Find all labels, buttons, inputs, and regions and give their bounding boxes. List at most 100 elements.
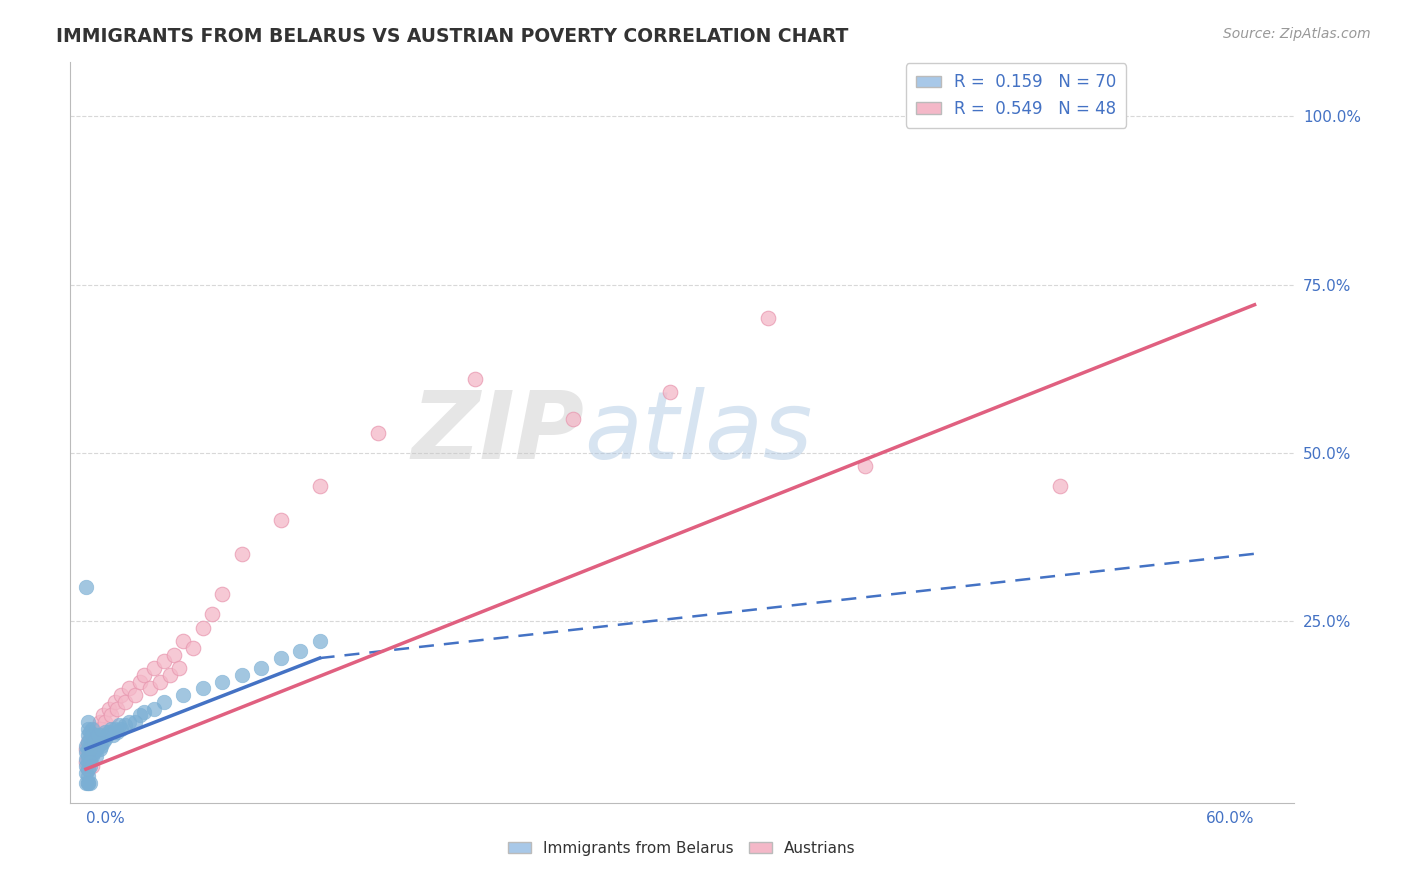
Point bbox=[114, 695, 136, 709]
Point bbox=[143, 661, 166, 675]
Point bbox=[76, 742, 98, 756]
Point bbox=[76, 775, 98, 789]
Point bbox=[308, 479, 330, 493]
Point bbox=[124, 714, 146, 729]
Point bbox=[129, 708, 152, 723]
Point bbox=[90, 722, 112, 736]
Point bbox=[76, 762, 98, 776]
Point bbox=[367, 425, 389, 440]
Point bbox=[79, 745, 101, 759]
Legend: Immigrants from Belarus, Austrians: Immigrants from Belarus, Austrians bbox=[502, 835, 862, 862]
Point bbox=[89, 735, 111, 749]
Point bbox=[231, 547, 253, 561]
Point bbox=[76, 722, 98, 736]
Point bbox=[124, 688, 146, 702]
Point bbox=[98, 725, 121, 739]
Point bbox=[169, 661, 191, 675]
Point bbox=[79, 731, 101, 746]
Point bbox=[464, 372, 486, 386]
Point bbox=[84, 729, 107, 743]
Point bbox=[191, 681, 214, 696]
Point bbox=[114, 718, 136, 732]
Point bbox=[110, 722, 132, 736]
Point bbox=[162, 648, 184, 662]
Point bbox=[201, 607, 224, 622]
Point bbox=[181, 640, 204, 655]
Point bbox=[100, 722, 122, 736]
Point bbox=[79, 752, 101, 766]
Point bbox=[172, 688, 194, 702]
Point bbox=[270, 651, 292, 665]
Point bbox=[79, 775, 101, 789]
Point bbox=[288, 644, 311, 658]
Point bbox=[75, 775, 97, 789]
Point bbox=[93, 735, 115, 749]
Point bbox=[75, 756, 97, 770]
Point bbox=[76, 735, 98, 749]
Point bbox=[76, 729, 98, 743]
Point bbox=[75, 752, 97, 766]
Point bbox=[76, 762, 98, 776]
Point bbox=[104, 722, 127, 736]
Point bbox=[75, 765, 97, 780]
Point bbox=[100, 708, 122, 723]
Point bbox=[75, 758, 97, 772]
Point bbox=[96, 729, 118, 743]
Point bbox=[98, 701, 121, 715]
Point bbox=[75, 742, 97, 756]
Point bbox=[108, 718, 131, 732]
Point bbox=[853, 459, 876, 474]
Text: 0.0%: 0.0% bbox=[86, 811, 125, 826]
Point bbox=[270, 513, 292, 527]
Point bbox=[80, 742, 103, 756]
Point bbox=[89, 729, 111, 743]
Point bbox=[79, 756, 101, 770]
Point bbox=[76, 775, 98, 789]
Point bbox=[94, 731, 117, 746]
Point bbox=[756, 311, 779, 326]
Point bbox=[83, 731, 105, 746]
Point bbox=[90, 739, 112, 753]
Point bbox=[90, 731, 112, 746]
Point bbox=[80, 729, 103, 743]
Point bbox=[84, 735, 107, 749]
Point bbox=[250, 661, 273, 675]
Point bbox=[76, 714, 98, 729]
Point bbox=[93, 708, 115, 723]
Point bbox=[80, 748, 103, 763]
Point bbox=[84, 742, 107, 756]
Point bbox=[79, 739, 101, 753]
Point bbox=[129, 674, 152, 689]
Point bbox=[159, 668, 181, 682]
Point bbox=[76, 756, 98, 770]
Point bbox=[79, 742, 101, 756]
Point bbox=[231, 668, 253, 682]
Point bbox=[80, 722, 103, 736]
Point bbox=[83, 745, 105, 759]
Text: 60.0%: 60.0% bbox=[1206, 811, 1254, 826]
Point bbox=[152, 695, 174, 709]
Point bbox=[83, 739, 105, 753]
Text: ZIP: ZIP bbox=[411, 386, 583, 479]
Point bbox=[80, 735, 103, 749]
Point bbox=[75, 581, 97, 595]
Point bbox=[105, 725, 128, 739]
Point bbox=[75, 739, 97, 753]
Point bbox=[659, 385, 682, 400]
Point bbox=[110, 688, 132, 702]
Point bbox=[75, 745, 97, 759]
Point bbox=[118, 714, 141, 729]
Point bbox=[149, 674, 172, 689]
Point bbox=[86, 731, 108, 746]
Point bbox=[76, 748, 98, 763]
Text: IMMIGRANTS FROM BELARUS VS AUSTRIAN POVERTY CORRELATION CHART: IMMIGRANTS FROM BELARUS VS AUSTRIAN POVE… bbox=[56, 27, 849, 45]
Point bbox=[143, 701, 166, 715]
Point bbox=[83, 735, 105, 749]
Point bbox=[211, 587, 233, 601]
Point bbox=[84, 748, 107, 763]
Point bbox=[84, 722, 107, 736]
Point bbox=[89, 714, 111, 729]
Point bbox=[561, 412, 583, 426]
Point bbox=[86, 729, 108, 743]
Point bbox=[76, 735, 98, 749]
